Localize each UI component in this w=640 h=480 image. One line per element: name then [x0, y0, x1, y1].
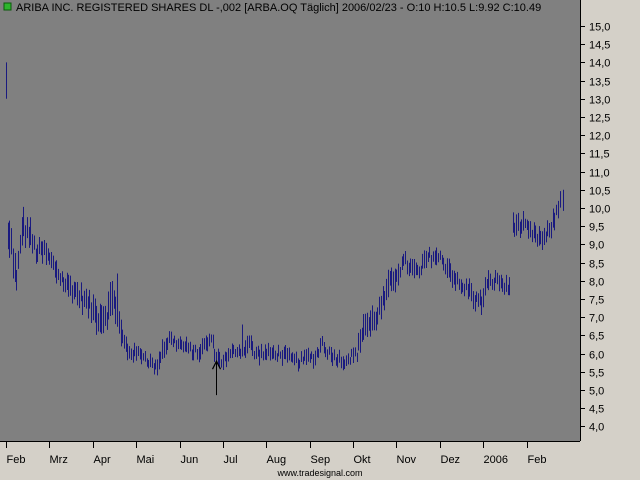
arrow-head-icon	[211, 359, 222, 370]
y-tick-label: 10,0	[589, 204, 610, 216]
y-tick-label: 15,0	[589, 22, 610, 34]
y-tick-label: 9,5	[589, 222, 604, 234]
y-tick-label: 8,5	[589, 259, 604, 271]
x-tick-label: Jun	[181, 454, 199, 466]
footer-source[interactable]: www.tradesignal.com	[276, 468, 362, 478]
y-tick-label: 13,5	[589, 77, 610, 89]
annotation-arrow	[211, 359, 222, 396]
y-tick-label: 11,0	[589, 168, 610, 180]
x-tick-label: Apr	[94, 454, 111, 466]
y-tick-label: 12,5	[589, 113, 610, 125]
x-tick-label: Aug	[267, 454, 287, 466]
y-tick-label: 6,5	[589, 331, 604, 343]
y-tick-label: 10,5	[589, 186, 610, 198]
x-tick-label: Sep	[311, 454, 331, 466]
x-tick-label: Okt	[354, 454, 371, 466]
y-tick-label: 5,5	[589, 368, 604, 380]
y-tick-label: 8,0	[589, 277, 604, 289]
y-tick-label: 4,5	[589, 404, 604, 416]
x-tick-label: Mrz	[50, 454, 68, 466]
plot-area	[0, 0, 580, 441]
y-tick-label: 7,0	[589, 313, 604, 325]
x-tick-label: Dez	[441, 454, 461, 466]
x-tick-label: Feb	[7, 454, 26, 466]
x-tick-label: Jul	[224, 454, 238, 466]
y-tick-label: 14,0	[589, 58, 610, 70]
y-tick-label: 7,5	[589, 295, 604, 307]
y-tick-label: 11,5	[589, 149, 610, 161]
y-tick-label: 5,0	[589, 386, 604, 398]
y-tick-label: 12,0	[589, 131, 610, 143]
y-tick-label: 13,0	[589, 95, 610, 107]
y-axis-ticks: 15,0 14,5 14,0 13,5 13,0 12,5 12,0 11,5 11,0 10,5…	[580, 22, 610, 434]
status-indicator-icon	[3, 2, 12, 11]
y-tick-label: 9,0	[589, 240, 604, 252]
chart-title: ARIBA INC. REGISTERED SHARES DL -,002 [A…	[16, 2, 541, 14]
y-tick-label: 4,0	[589, 422, 604, 434]
y-tick-label: 6,0	[589, 350, 604, 362]
x-axis-ticks: Feb Mrz Apr Mai Jun Jul Aug Sep Okt Nov Dez 2006 Feb	[6, 441, 547, 466]
x-tick-label: Mai	[137, 454, 155, 466]
y-tick-label: 14,5	[589, 40, 610, 52]
price-bars	[6, 62, 564, 376]
x-tick-label: Feb	[528, 454, 547, 466]
x-tick-label: 2006	[484, 454, 508, 466]
x-tick-label: Nov	[397, 454, 417, 466]
